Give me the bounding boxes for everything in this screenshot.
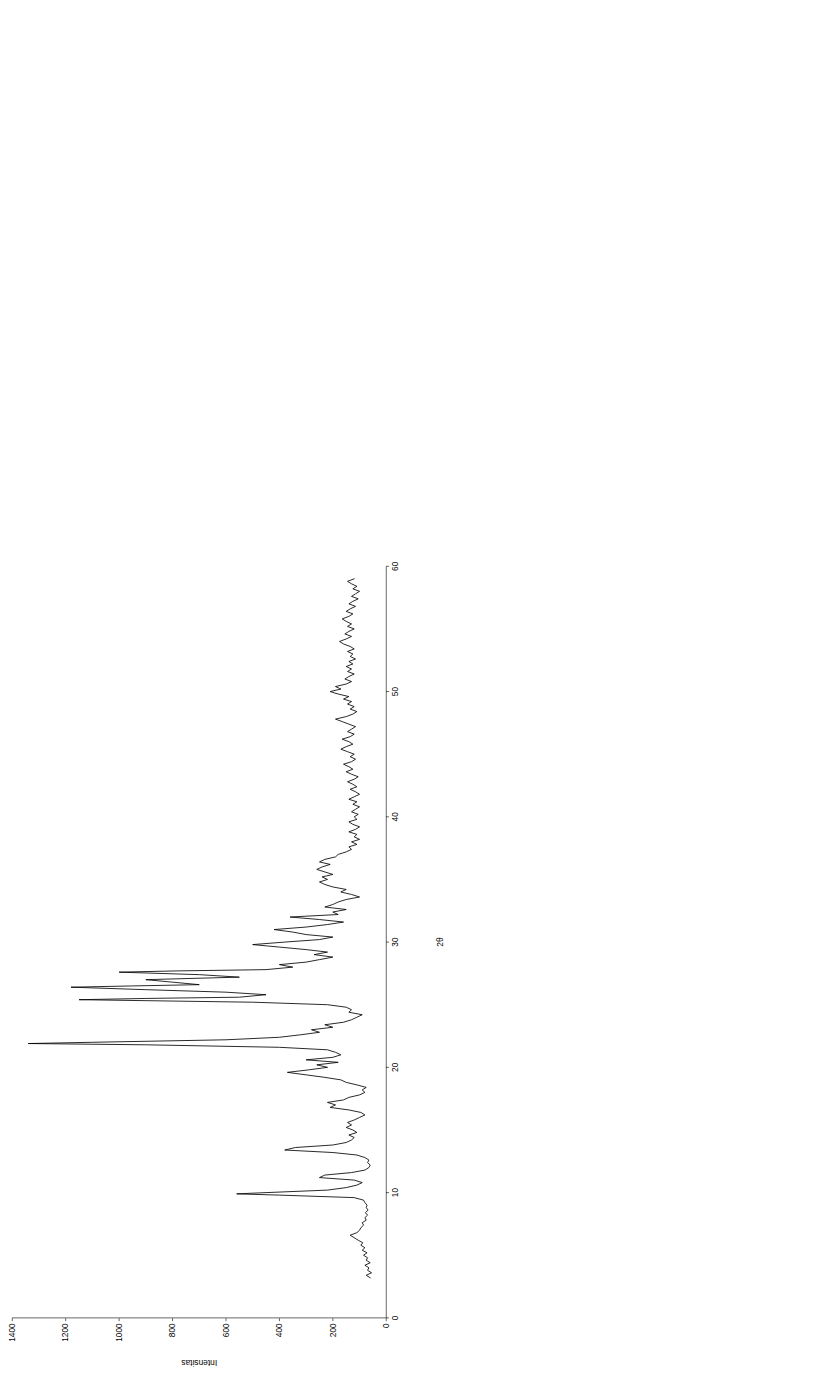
svg-text:400: 400 [274,1323,284,1337]
svg-text:10: 10 [390,1188,400,1198]
svg-text:1400: 1400 [7,1323,17,1342]
svg-text:600: 600 [221,1323,231,1337]
svg-text:1000: 1000 [114,1323,124,1342]
svg-text:Intensitas: Intensitas [181,1358,217,1368]
svg-text:800: 800 [167,1323,177,1337]
svg-text:1200: 1200 [60,1323,70,1342]
svg-text:200: 200 [328,1323,338,1337]
svg-text:30: 30 [390,937,400,947]
svg-text:20: 20 [390,1062,400,1072]
svg-text:0: 0 [390,1315,400,1320]
svg-text:50: 50 [390,687,400,697]
svg-text:40: 40 [390,812,400,822]
svg-text:0: 0 [381,1323,391,1328]
svg-text:60: 60 [390,561,400,571]
svg-text:2θ: 2θ [435,937,445,947]
